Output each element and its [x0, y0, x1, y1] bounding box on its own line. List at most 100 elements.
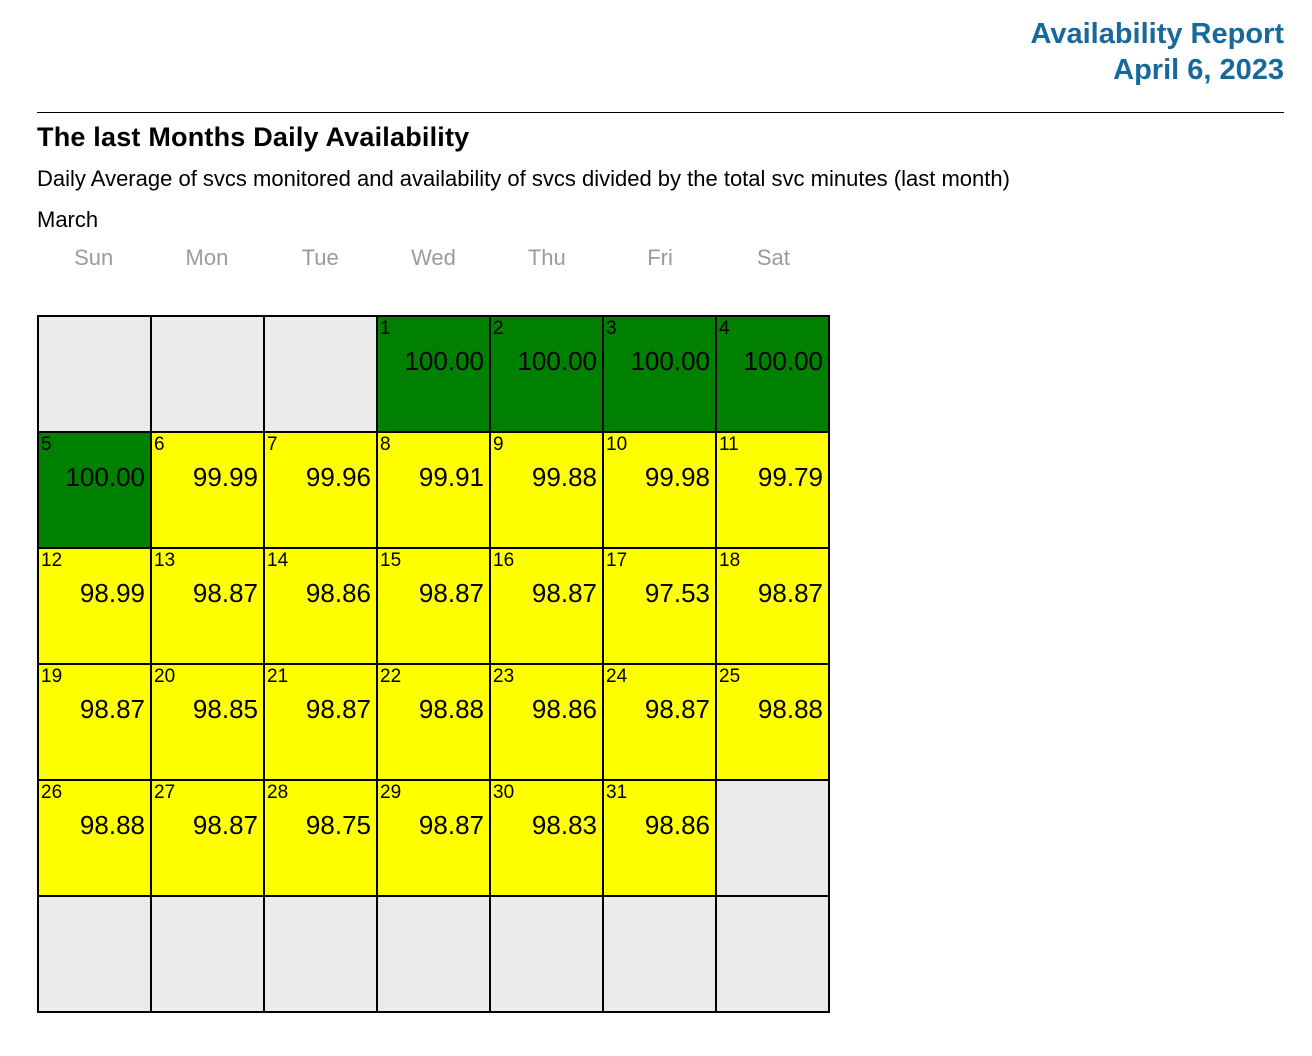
calendar-empty-cell [152, 317, 263, 431]
availability-value: 99.79 [757, 462, 823, 492]
availability-value: 100.00 [743, 346, 823, 376]
availability-value: 98.86 [305, 578, 371, 608]
day-number: 30 [493, 782, 515, 803]
day-number [491, 897, 602, 919]
calendar-day-16: 16 98.87 [491, 549, 602, 663]
calendar-day-13: 13 98.87 [152, 549, 263, 663]
day-number: 16 [493, 550, 515, 571]
day-number: 23 [493, 666, 515, 687]
section-heading: The last Months Daily Availability [37, 122, 470, 152]
availability-value: 99.88 [531, 462, 597, 492]
calendar-day-4: 4 100.00 [717, 317, 828, 431]
calendar-day-9: 9 99.88 [491, 433, 602, 547]
availability-value: 98.88 [757, 694, 823, 724]
calendar-empty-cell [378, 897, 489, 1011]
availability-value: 98.87 [79, 694, 145, 724]
day-number: 14 [267, 550, 289, 571]
calendar-day-29: 29 98.87 [378, 781, 489, 895]
calendar-empty-cell [604, 897, 715, 1011]
day-number: 6 [154, 434, 165, 455]
availability-value: 98.85 [192, 694, 258, 724]
day-number [39, 897, 150, 919]
day-number: 19 [41, 666, 63, 687]
availability-value: 98.87 [644, 694, 710, 724]
calendar-day-25: 25 98.88 [717, 665, 828, 779]
availability-value: 98.86 [644, 810, 710, 840]
calendar-empty-cell [717, 781, 828, 895]
day-number: 25 [719, 666, 741, 687]
day-number [717, 781, 828, 803]
day-number: 22 [380, 666, 402, 687]
calendar-day-20: 20 98.85 [152, 665, 263, 779]
day-number [152, 897, 263, 919]
day-number: 4 [719, 318, 730, 339]
calendar-empty-cell [491, 897, 602, 1011]
day-number: 18 [719, 550, 741, 571]
weekday-label-mon: Mon [185, 245, 229, 270]
calendar-day-31: 31 98.86 [604, 781, 715, 895]
calendar-day-2: 2 100.00 [491, 317, 602, 431]
day-number: 21 [267, 666, 289, 687]
availability-value: 98.88 [418, 694, 484, 724]
day-number [39, 317, 150, 339]
weekday-label-thu: Thu [527, 245, 566, 270]
calendar-day-8: 8 99.91 [378, 433, 489, 547]
calendar-day-7: 7 99.96 [265, 433, 376, 547]
report-date: April 6, 2023 [1113, 54, 1284, 86]
day-number: 10 [606, 434, 628, 455]
calendar-day-28: 28 98.75 [265, 781, 376, 895]
day-number [265, 317, 376, 339]
weekday-label-sun: Sun [74, 245, 114, 270]
calendar-day-12: 12 98.99 [39, 549, 150, 663]
availability-value: 98.87 [757, 578, 823, 608]
day-number: 2 [493, 318, 504, 339]
calendar-day-26: 26 98.88 [39, 781, 150, 895]
calendar-day-15: 15 98.87 [378, 549, 489, 663]
availability-value: 98.87 [418, 578, 484, 608]
calendar-day-19: 19 98.87 [39, 665, 150, 779]
day-number: 29 [380, 782, 402, 803]
weekday-header-row: Sun Mon Tue Wed Thu Fri Sat [37, 245, 830, 271]
calendar-day-24: 24 98.87 [604, 665, 715, 779]
calendar-day-6: 6 99.99 [152, 433, 263, 547]
day-number: 13 [154, 550, 176, 571]
calendar-day-10: 10 99.98 [604, 433, 715, 547]
calendar-day-18: 18 98.87 [717, 549, 828, 663]
day-number: 17 [606, 550, 628, 571]
day-number: 15 [380, 550, 402, 571]
weekday-label-sat: Sat [756, 245, 790, 270]
availability-value: 98.88 [79, 810, 145, 840]
day-number [604, 897, 715, 919]
calendar-day-17: 17 97.53 [604, 549, 715, 663]
availability-value: 98.83 [531, 810, 597, 840]
availability-calendar: 1 100.00 2 100.00 3 100.00 4 100.00 5 100.00 6 99.9… [37, 315, 830, 1013]
day-number: 9 [493, 434, 504, 455]
report-title: Availability Report [1030, 18, 1284, 50]
availability-value: 99.96 [305, 462, 371, 492]
calendar-day-27: 27 98.87 [152, 781, 263, 895]
calendar-empty-cell [39, 897, 150, 1011]
day-number: 24 [606, 666, 628, 687]
calendar-day-21: 21 98.87 [265, 665, 376, 779]
calendar-day-30: 30 98.83 [491, 781, 602, 895]
section-subtitle: Daily Average of svcs monitored and avai… [37, 166, 1010, 191]
calendar-empty-cell [265, 897, 376, 1011]
availability-value: 98.87 [192, 578, 258, 608]
day-number: 8 [380, 434, 391, 455]
calendar-empty-cell [265, 317, 376, 431]
availability-value: 98.87 [192, 810, 258, 840]
availability-value: 100.00 [404, 346, 484, 376]
availability-value: 97.53 [644, 578, 710, 608]
availability-value: 99.91 [418, 462, 484, 492]
availability-value: 100.00 [517, 346, 597, 376]
day-number: 12 [41, 550, 63, 571]
day-number [717, 897, 828, 919]
day-number: 7 [267, 434, 278, 455]
day-number: 27 [154, 782, 176, 803]
day-number: 3 [606, 318, 617, 339]
availability-value: 100.00 [630, 346, 710, 376]
calendar-empty-cell [717, 897, 828, 1011]
day-number: 20 [154, 666, 176, 687]
availability-value: 98.99 [79, 578, 145, 608]
month-label: March [37, 207, 99, 232]
